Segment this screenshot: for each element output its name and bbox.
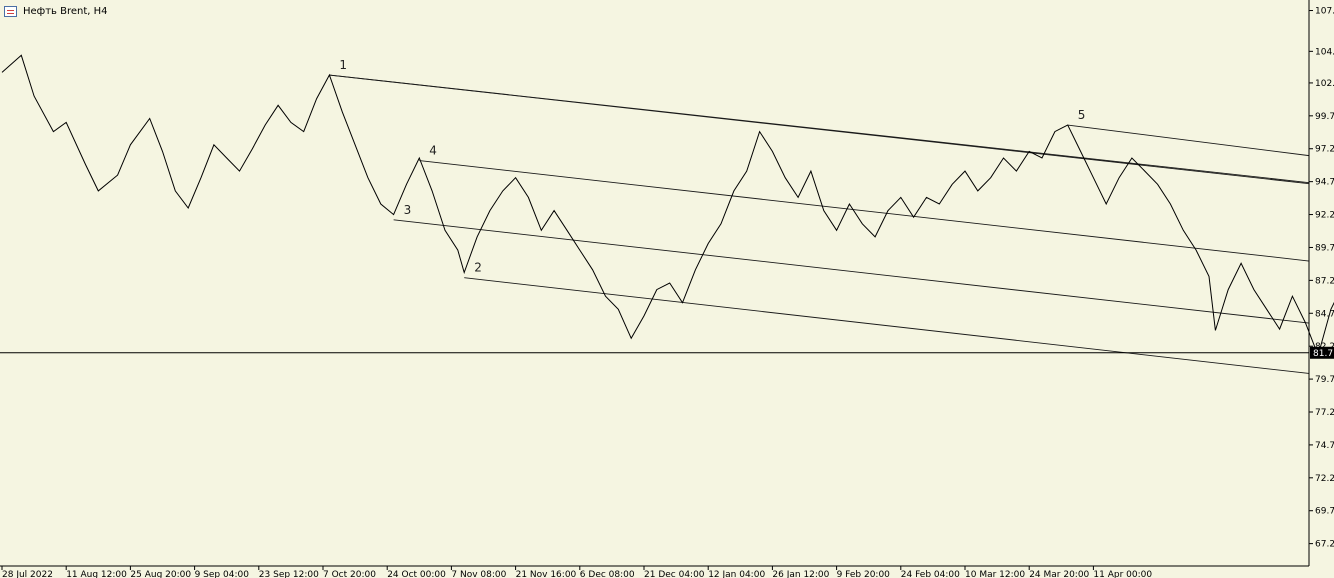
time-tick-label: 25 Aug 20:00 (130, 570, 191, 578)
price-tick-label: 84.7 (1315, 309, 1334, 319)
trend-line-label: 2 (474, 261, 482, 275)
price-series (1, 54, 1334, 357)
price-tick-label: 102.2 (1315, 79, 1334, 89)
time-axis: 28 Jul 2022 11 Aug 12:00 25 Aug 20:00 9 Sep… (1, 566, 1152, 578)
price-tick-label: 87.2 (1315, 276, 1334, 286)
price-tick-label: 69.7 (1315, 507, 1334, 517)
time-tick-label: 7 Nov 08:00 (451, 570, 506, 578)
time-tick-label: 11 Apr 00:00 (1093, 570, 1152, 578)
time-tick-label: 11 Aug 12:00 (66, 570, 127, 578)
price-tick-label: 92.2 (1315, 211, 1334, 221)
trend-line-label: 3 (404, 203, 412, 217)
trend-line (1067, 124, 1310, 157)
time-tick-label: 12 Jan 04:00 (708, 570, 765, 578)
trend-line-label: 1 (339, 58, 347, 72)
price-tick-label: 82.2 (1315, 342, 1334, 352)
current-price-line: 81.7 (0, 346, 1334, 359)
price-tick-label: 97.2 (1315, 145, 1334, 155)
price-tick-label: 104.6 (1315, 47, 1334, 57)
time-tick-label: 24 Mar 20:00 (1029, 570, 1089, 578)
trend-line-label: 4 (429, 144, 437, 158)
current-price-label: 81.7 (1313, 349, 1333, 359)
time-tick-label: 7 Oct 20:00 (323, 570, 376, 578)
line-labels: 1 5 4 3 2 (339, 58, 1085, 275)
trend-line (393, 219, 1310, 324)
time-tick-label: 9 Sep 04:00 (195, 570, 250, 578)
price-tick-label: 94.7 (1315, 178, 1334, 188)
current-price-tag (1310, 346, 1334, 359)
trend-line (464, 277, 1310, 374)
chart-title: Нефть Brent, H4 (4, 6, 108, 17)
price-tick-label: 74.7 (1315, 441, 1334, 451)
time-tick-label: 24 Feb 04:00 (901, 570, 960, 578)
price-tick-label: 77.2 (1315, 408, 1334, 418)
price-tick-label: 107.7 (1315, 7, 1334, 17)
price-tick-label: 99.7 (1315, 112, 1334, 122)
price-tick-label: 89.7 (1315, 243, 1334, 253)
price-line (1, 54, 1334, 357)
trend-lines (329, 74, 1310, 374)
trend-line-label: 5 (1078, 108, 1086, 122)
price-tick-label: 72.2 (1315, 474, 1334, 484)
chart-window-icon (4, 6, 17, 17)
time-tick-label: 24 Oct 00:00 (387, 570, 446, 578)
chart-title-text: Нефть Brent, H4 (23, 6, 108, 17)
trend-line (329, 74, 1310, 185)
time-tick-label: 28 Jul 2022 (2, 570, 53, 578)
price-tick-label: 79.7 (1315, 375, 1334, 385)
time-tick-label: 9 Feb 20:00 (837, 570, 891, 578)
price-tick-label: 67.2 (1315, 540, 1334, 550)
time-tick-label: 23 Sep 12:00 (259, 570, 319, 578)
time-tick-label: 21 Nov 16:00 (516, 570, 577, 578)
time-tick-label: 6 Dec 08:00 (580, 570, 635, 578)
time-tick-label: 21 Dec 04:00 (644, 570, 705, 578)
time-tick-label: 10 Mar 12:00 (965, 570, 1025, 578)
time-tick-label: 26 Jan 12:00 (772, 570, 829, 578)
trend-line (419, 160, 1310, 262)
